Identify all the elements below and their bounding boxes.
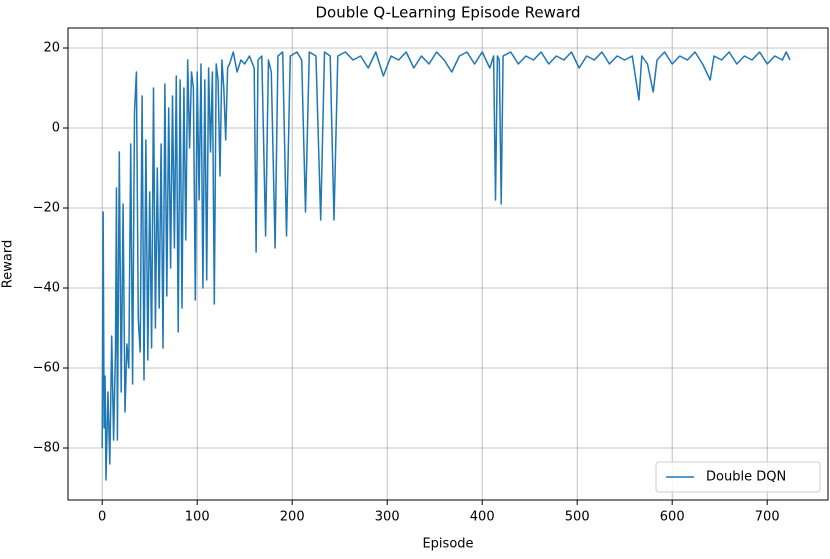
- x-tick-label: 700: [755, 510, 780, 525]
- x-axis-label: Episode: [422, 537, 473, 552]
- y-tick-label: −80: [33, 441, 60, 456]
- y-tick-label: 20: [43, 41, 60, 56]
- x-tick-label: 400: [470, 510, 495, 525]
- legend-label: Double DQN: [706, 470, 786, 485]
- x-tick-label: 100: [185, 510, 210, 525]
- data-line: [101, 51, 791, 481]
- x-tick-label: 200: [280, 510, 305, 525]
- chart-title: Double Q-Learning Episode Reward: [316, 4, 581, 22]
- legend-box: [655, 461, 821, 493]
- y-tick-label: 0: [52, 121, 60, 136]
- x-tick-label: 0: [98, 510, 106, 525]
- y-tick-label: −40: [33, 281, 60, 296]
- y-axis-label: Reward: [1, 240, 16, 288]
- y-tick-label: −20: [33, 201, 60, 216]
- x-tick-label: 500: [565, 510, 590, 525]
- x-tick-label: 600: [660, 510, 685, 525]
- plot-frame: [67, 27, 829, 501]
- x-tick-label: 300: [375, 510, 400, 525]
- y-tick-label: −60: [33, 361, 60, 376]
